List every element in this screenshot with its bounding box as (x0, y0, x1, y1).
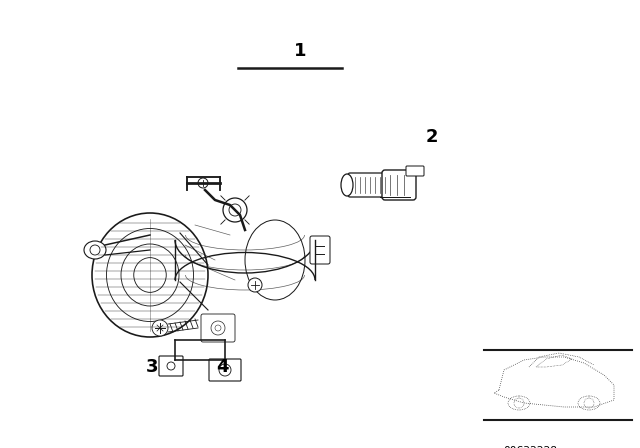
Text: 1: 1 (294, 42, 307, 60)
FancyBboxPatch shape (348, 173, 387, 197)
FancyBboxPatch shape (201, 314, 235, 342)
Circle shape (152, 320, 168, 336)
FancyBboxPatch shape (310, 236, 330, 264)
Circle shape (211, 321, 225, 335)
Circle shape (219, 364, 231, 376)
Text: 3: 3 (146, 358, 158, 376)
Text: 2: 2 (426, 128, 438, 146)
Circle shape (248, 278, 262, 292)
Ellipse shape (84, 241, 106, 259)
Circle shape (198, 178, 208, 188)
FancyBboxPatch shape (159, 356, 183, 376)
FancyBboxPatch shape (209, 359, 241, 381)
FancyBboxPatch shape (382, 170, 416, 200)
Text: 00C32228: 00C32228 (503, 446, 557, 448)
Circle shape (215, 325, 221, 331)
Text: 4: 4 (216, 358, 228, 376)
Circle shape (223, 198, 247, 222)
Circle shape (229, 204, 241, 216)
FancyBboxPatch shape (406, 166, 424, 176)
Circle shape (167, 362, 175, 370)
Circle shape (90, 245, 100, 255)
Ellipse shape (341, 174, 353, 196)
